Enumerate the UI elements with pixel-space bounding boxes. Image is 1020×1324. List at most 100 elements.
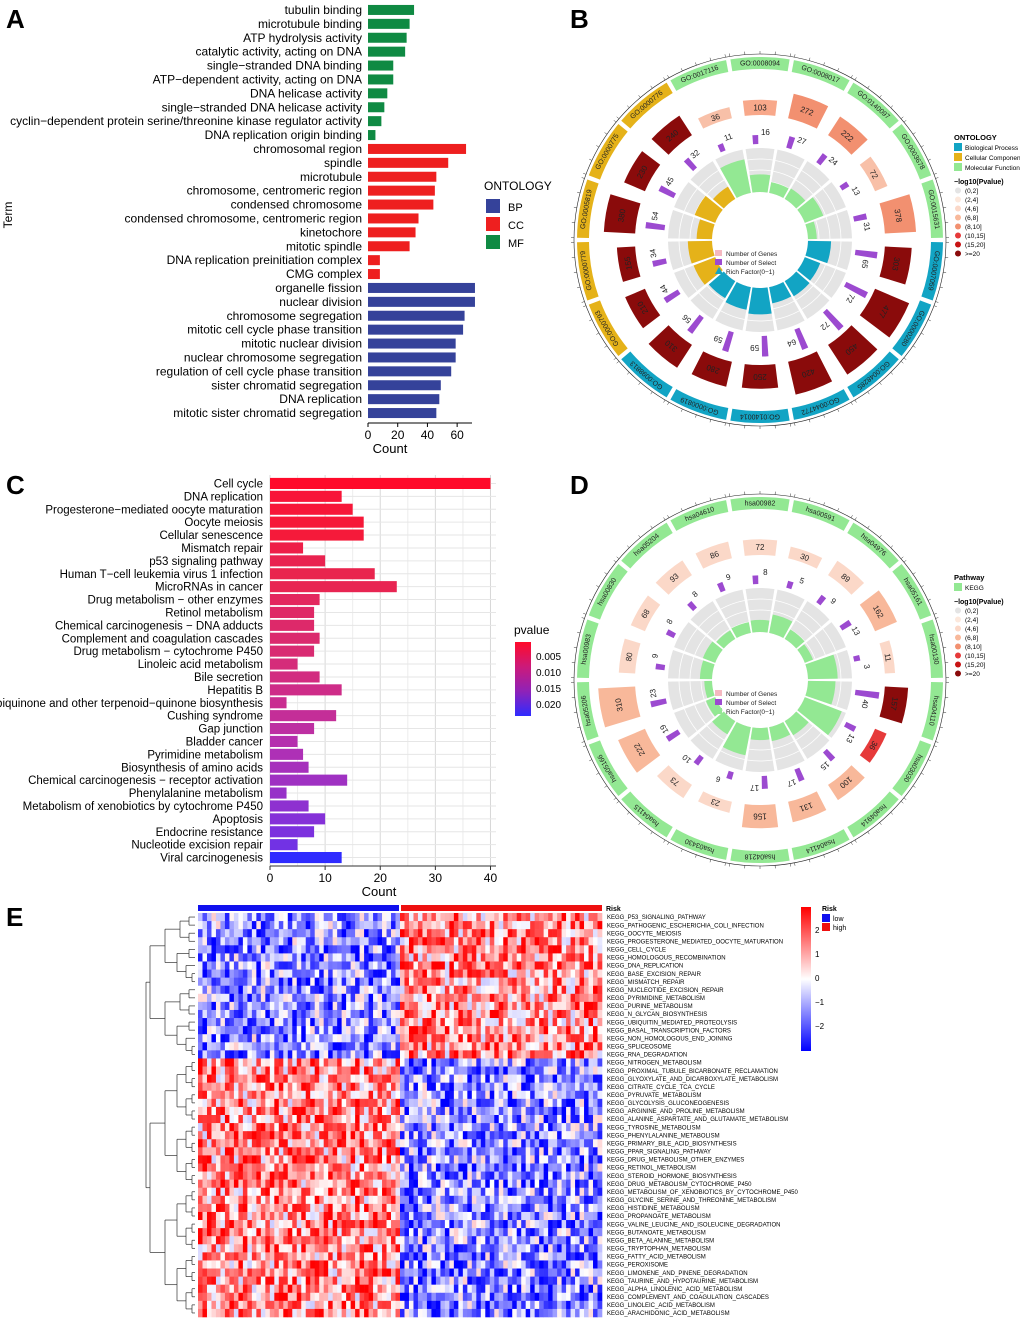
heatmap-cell xyxy=(458,1026,464,1035)
heatmap-cell xyxy=(575,1179,580,1189)
row-label-12: KEGG_N_GLYCAN_BIOSYNTHESIS xyxy=(607,1012,707,1018)
heatmap-cell xyxy=(229,1001,235,1011)
heatmap-cell xyxy=(278,1244,284,1253)
heatmap-cell xyxy=(525,1090,531,1100)
heatmap-cell xyxy=(458,1211,464,1221)
heatmap-cell xyxy=(256,1244,262,1253)
heatmap-cell xyxy=(251,1034,257,1043)
heatmap-cell xyxy=(301,1163,307,1172)
heatmap-cell xyxy=(247,1236,253,1245)
b-tick-3-2 xyxy=(920,145,924,148)
heatmap-cell xyxy=(521,1066,526,1075)
heatmap-cell xyxy=(364,1268,369,1277)
heatmap-cell xyxy=(561,961,567,970)
heatmap-cell xyxy=(548,1203,553,1213)
heatmap-cell xyxy=(260,1203,266,1213)
heatmap-cell xyxy=(400,1074,405,1083)
heatmap-cell xyxy=(265,937,271,946)
heatmap-cell xyxy=(575,1034,580,1043)
heatmap-cell xyxy=(543,1066,549,1075)
heatmap-cell xyxy=(296,1058,302,1067)
heatmap-cell xyxy=(539,1123,544,1132)
heatmap-cell xyxy=(530,929,535,938)
heatmap-cell xyxy=(507,1236,513,1245)
heatmap-cell xyxy=(395,1001,401,1011)
b-tick-2-1 xyxy=(867,85,870,89)
heatmap-cell xyxy=(498,1115,504,1124)
heatmap-cell xyxy=(265,1163,271,1172)
b-inner-label-1: Number of Select xyxy=(726,260,776,267)
x-tick-label-a-3: 60 xyxy=(450,428,464,442)
heatmap-cell xyxy=(292,1155,298,1164)
heatmap-cell xyxy=(278,1155,284,1164)
heatmap-cell xyxy=(337,1066,342,1075)
heatmap-cell xyxy=(521,1211,526,1221)
heatmap-cell xyxy=(238,1082,244,1092)
heatmap-cell xyxy=(233,913,239,922)
d-rich-bar-1 xyxy=(769,614,793,639)
heatmap-cell xyxy=(548,1155,553,1164)
heatmap-cell xyxy=(251,1195,257,1205)
heatmap-cell xyxy=(530,1066,535,1075)
heatmap-cell xyxy=(391,1163,396,1172)
heatmap-cell xyxy=(548,1034,553,1043)
heatmap-cell xyxy=(341,1155,347,1164)
heatmap-cell xyxy=(530,953,535,962)
heatmap-cell xyxy=(265,1203,271,1213)
heatmap-cell xyxy=(319,1187,324,1197)
heatmap-cell xyxy=(579,953,585,962)
b-tick-2-0 xyxy=(854,77,857,81)
b-tick-17-3 xyxy=(709,57,712,61)
heatmap-cell xyxy=(247,1195,253,1205)
heatmap-cell xyxy=(251,1155,257,1164)
b-scale-label-3: (6,8] xyxy=(965,215,978,222)
heatmap-cell xyxy=(489,1074,495,1083)
heatmap-cell xyxy=(521,1082,526,1092)
b-rich-grid-5-3 xyxy=(836,241,842,267)
heatmap-cell xyxy=(287,961,293,970)
d-rich-grid-12-3 xyxy=(683,708,698,732)
d-rich-grid-14-3 xyxy=(678,653,684,679)
heatmap-cell xyxy=(310,1236,316,1245)
heatmap-cell xyxy=(323,913,329,922)
heatmap-cell xyxy=(211,1009,217,1019)
heatmap-cell xyxy=(215,985,221,995)
b-tick-6-3 xyxy=(912,345,916,348)
heatmap-cell xyxy=(408,1026,414,1035)
heatmap-cell xyxy=(202,1163,208,1172)
heatmap-cell xyxy=(584,1220,589,1229)
heatmap-cell xyxy=(215,1115,221,1124)
heatmap-cell xyxy=(368,1001,374,1011)
heatmap-cell xyxy=(247,1001,253,1011)
heatmap-cell xyxy=(422,1171,428,1180)
heatmap-cell xyxy=(368,1236,374,1245)
heatmap-cell xyxy=(391,1252,396,1261)
heatmap-cell xyxy=(260,1236,266,1245)
heatmap-cell xyxy=(355,993,360,1003)
d-tick-17-2 xyxy=(695,502,697,506)
heatmap-cell xyxy=(242,1042,248,1051)
heatmap-cell xyxy=(512,1260,518,1269)
heatmap-cell xyxy=(539,1018,544,1027)
heatmap-cell xyxy=(548,1009,553,1019)
heatmap-cell xyxy=(498,1236,504,1245)
heatmap-cell xyxy=(238,1115,244,1124)
row-label-25: KEGG_ALANINE_ASPARTATE_AND_GLUTAMATE_MET… xyxy=(607,1117,788,1123)
heatmap-cell xyxy=(467,1009,473,1019)
heatmap-cell xyxy=(296,1268,302,1277)
heatmap-cell xyxy=(256,1203,262,1213)
heatmap-cell xyxy=(462,1203,468,1213)
b-scale-label-2: (4,6] xyxy=(965,206,978,213)
heatmap-cell xyxy=(305,1244,311,1253)
b-rich-grid-7-3 xyxy=(801,292,822,310)
bar-c-7 xyxy=(270,568,375,580)
heatmap-cell xyxy=(260,1018,266,1027)
heatmap-cell xyxy=(548,1171,553,1180)
heatmap-cell xyxy=(449,1260,455,1269)
heatmap-cell xyxy=(444,1147,450,1156)
heatmap-cell xyxy=(588,1228,594,1237)
heatmap-cell xyxy=(404,1228,410,1237)
heatmap-cell xyxy=(202,1034,208,1043)
heatmap-cell xyxy=(534,1066,540,1075)
heatmap-cell xyxy=(202,921,208,930)
